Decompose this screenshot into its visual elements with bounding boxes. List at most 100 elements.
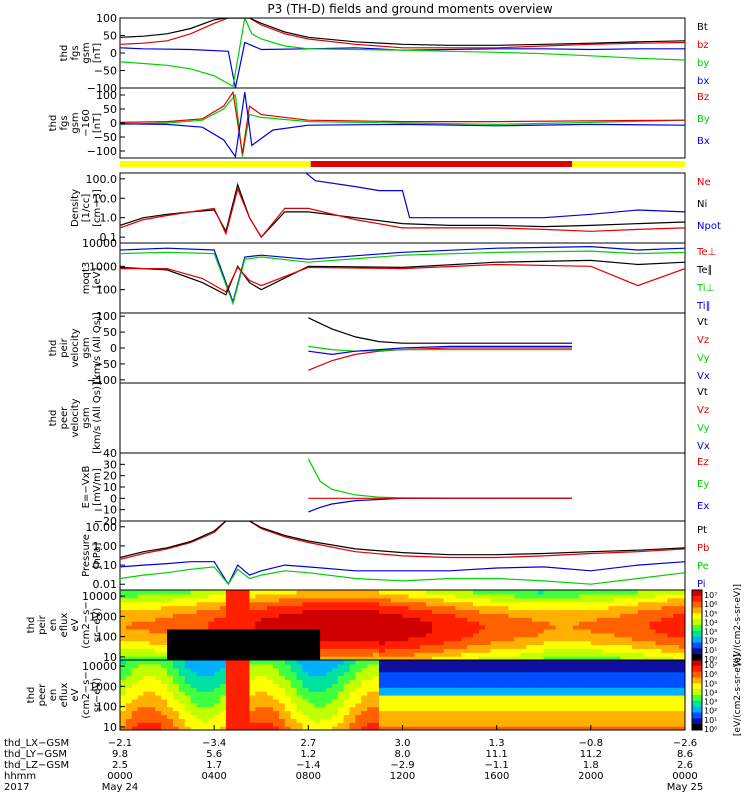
spectrogram-cell [243,702,251,708]
spectrogram-cell [161,722,168,727]
spectrogram-cell [361,714,368,719]
spectrogram-cell [161,632,168,638]
spectrogram-cell [555,613,563,618]
series-line [120,521,685,559]
spectrogram-cell [502,722,510,727]
series-line [120,187,685,239]
spectrogram-cell [555,644,563,649]
spectrogram-cell [596,726,604,730]
spectrogram-cell [408,691,415,696]
x-tick-label: −2.1 [108,738,132,749]
spectrogram-cell [602,590,610,595]
spectrogram-cell [573,593,580,599]
spectrogram-cell [514,695,521,700]
spectrogram-cell [361,687,368,692]
spectrogram-cell [496,593,504,599]
spectrogram-cell [237,628,245,634]
spectrogram-cell [367,632,374,638]
spectrogram-cell [526,609,533,614]
spectrogram-cell [125,726,133,730]
spectrogram-cell [214,691,221,696]
spectrogram-cell [349,597,357,603]
y-axis-label: thd [59,45,70,62]
spectrogram-cell [237,625,245,630]
spectrogram-cell [325,714,333,719]
spectrogram-cell [555,632,563,638]
spectrogram-cell [584,648,592,653]
spectrogram-cell [520,663,527,669]
spectrogram-cell [367,648,374,653]
spectrogram-cell [208,625,215,630]
spectrogram-cell [420,605,427,611]
spectrogram-cell [278,632,286,638]
spectrogram-cell [484,710,492,716]
spectrogram-cell [414,636,421,642]
spectrogram-cell [526,601,533,607]
x-tick-label: 8.0 [395,749,411,760]
spectrogram-cell [614,590,621,595]
spectrogram-cell [420,679,427,684]
spectrogram-cell [467,601,474,607]
y-axis-label: peir [59,337,70,357]
spectrogram-cell [426,671,433,677]
spectrogram-cell [484,652,492,657]
spectrogram-cell [255,652,262,657]
spectrogram-cell [296,714,304,719]
spectrogram-cell [390,625,398,630]
spectrogram-cell [337,609,345,614]
spectrogram-cell [531,671,539,677]
spectrogram-cell [449,679,457,684]
series-line [120,561,685,586]
spectrogram-cell [178,722,186,727]
spectrogram-cell [178,679,186,684]
spectrogram-cell [584,609,592,614]
spectrogram-cell [225,706,233,712]
spectrogram-cell [408,644,415,649]
colorbar-swatch [692,706,702,713]
spectrogram-cell [443,597,451,603]
spectrogram-cell [414,691,421,696]
spectrogram-cell [561,663,568,669]
spectrogram-cell [549,683,557,688]
spectrogram-cell [361,636,368,642]
spectrogram-cell [184,590,192,595]
spectrogram-cell [355,698,362,704]
spectrogram-cell [620,718,627,723]
spectrogram-cell [355,714,362,719]
spectrogram-cell [167,644,174,649]
spectrogram-cell [120,590,127,595]
spectrogram-cell [184,652,192,657]
spectrogram-cell [267,663,274,669]
spectrogram-cell [225,640,233,646]
spectrogram-cell [331,726,339,730]
spectrogram-cell [608,667,615,673]
spectrogram-cell [461,695,468,700]
spectrogram-cell [355,640,362,646]
spectrogram-cell [143,640,151,646]
spectrogram-cell [184,621,192,626]
spectrogram-cell [178,644,186,649]
spectrogram-cell [390,722,398,727]
spectrogram-cell [196,601,203,607]
spectrogram-cell [325,671,333,677]
spectrogram-cell [579,609,586,614]
spectrogram-cell [167,706,174,712]
spectrogram-cell [549,613,557,618]
spectrogram-cell [273,698,280,704]
spectrogram-cell [131,702,139,708]
spectrogram-cell [490,702,498,708]
spectrogram-cell [561,726,568,730]
spectrogram-cell [467,722,474,727]
spectrogram-cell [143,609,151,614]
y-tick-label: 50 [103,30,117,43]
spectrogram-cell [537,590,545,595]
spectrogram-cell [161,679,168,684]
spectrogram-cell [237,605,245,611]
spectrogram-cell [273,644,280,649]
spectrogram-cell [178,698,186,704]
spectrogram-cell [620,660,627,665]
spectrogram-cell [514,597,521,603]
spectrogram-cell [437,601,445,607]
spectrogram-cell [490,722,498,727]
spectrogram-cell [337,718,345,723]
